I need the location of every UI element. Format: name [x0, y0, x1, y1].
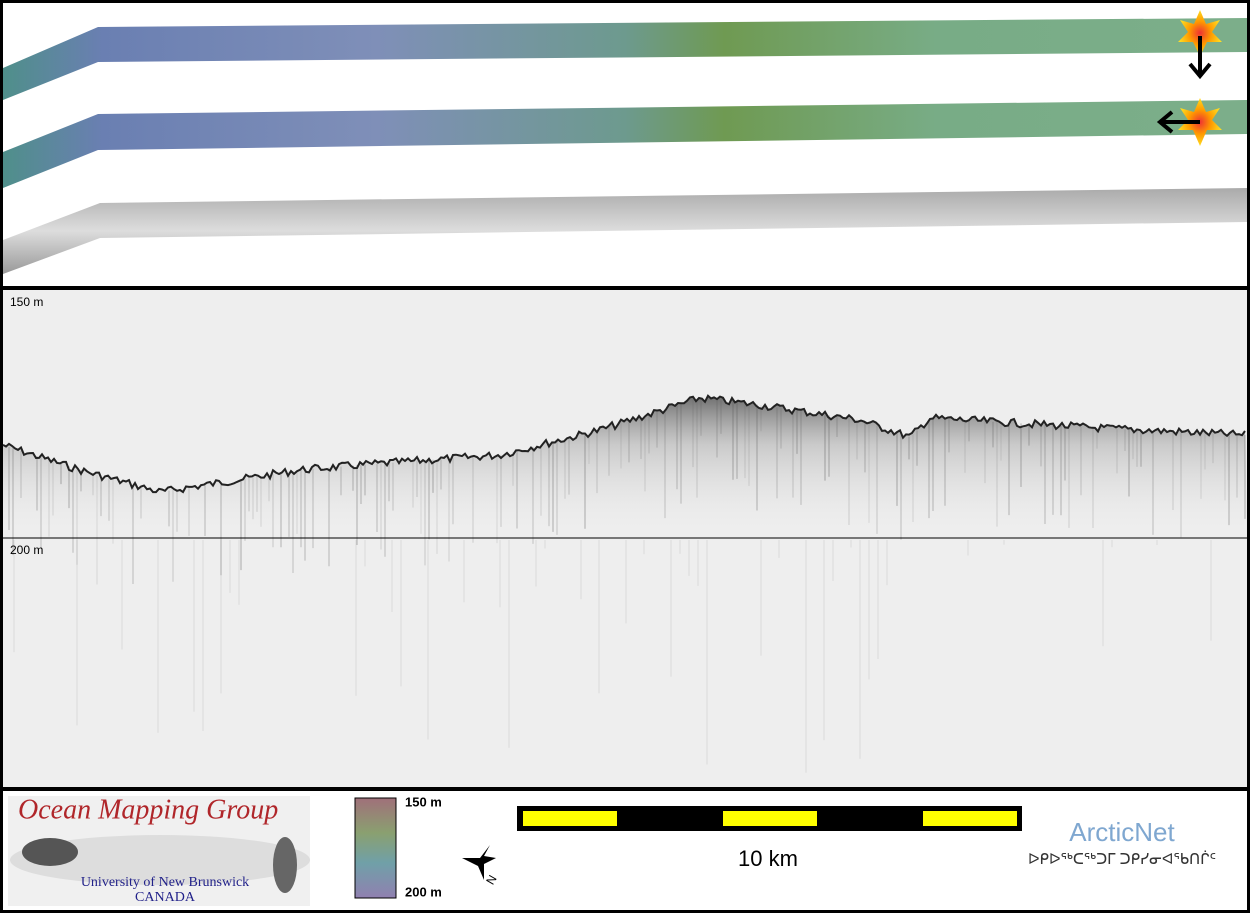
colorbar-label: 150 m	[405, 794, 442, 809]
bathymetry-strip-shaded	[3, 100, 1247, 188]
seabed-texture	[2, 394, 1246, 494]
logo-country: CANADA	[135, 890, 196, 905]
bathymetry-strip	[3, 18, 1247, 100]
partner-syllabics: ᐅᑭᐅᖅᑕᖅᑐᒥ ᑐᑭᓯᓂᐊᖃᑎᒌᑦ	[1028, 850, 1216, 868]
scale-bar	[517, 806, 1022, 831]
seabed-texture	[3, 395, 1247, 537]
sun-icon	[1178, 10, 1222, 80]
scale-label: 10 km	[738, 846, 798, 871]
colorbar	[354, 797, 397, 899]
backscatter-strip	[3, 188, 1247, 274]
sun-icon	[1156, 98, 1222, 146]
partner-name: ArcticNet	[1069, 817, 1175, 847]
colorbar-label: 200 m	[405, 884, 442, 899]
logo: Ocean Mapping Group University of New Br…	[8, 794, 310, 906]
seabed-echo	[2, 394, 1247, 773]
logo-title: Ocean Mapping Group	[18, 794, 278, 825]
depth-label: 200 m	[10, 543, 43, 557]
logo-university: University of New Brunswick	[81, 875, 249, 890]
depth-label: 150 m	[10, 295, 43, 309]
